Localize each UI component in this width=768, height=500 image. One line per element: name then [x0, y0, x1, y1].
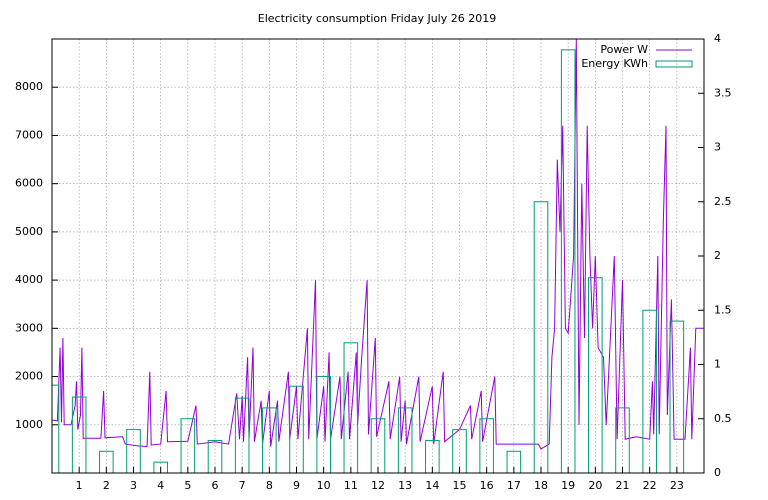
energy-bar	[425, 439, 440, 473]
x-tick-label: 9	[293, 479, 300, 492]
x-tick-label: 8	[266, 479, 273, 492]
y2-tick-label: 0.5	[714, 412, 732, 425]
y-tick-label: 6000	[15, 177, 43, 190]
x-tick-label: 19	[561, 479, 575, 492]
energy-bar	[289, 385, 304, 473]
legend-label: Energy KWh	[581, 57, 648, 70]
x-tick-label: 1	[76, 479, 83, 492]
x-tick-label: 2	[103, 479, 110, 492]
x-tick-label: 17	[507, 479, 521, 492]
x-tick-label: 7	[239, 479, 246, 492]
energy-bar	[180, 418, 196, 473]
energy-bar	[207, 439, 223, 473]
x-tick-label: 11	[344, 479, 358, 492]
x-tick-label: 6	[212, 479, 219, 492]
power-line	[52, 39, 704, 450]
y-tick-label: 7000	[15, 128, 43, 141]
x-tick-label: 13	[398, 479, 412, 492]
x-tick-label: 15	[453, 479, 467, 492]
x-tick-label: 21	[616, 479, 630, 492]
y2-tick-label: 0	[714, 466, 721, 479]
x-tick-label: 12	[371, 479, 385, 492]
x-tick-label: 22	[643, 479, 657, 492]
energy-bar	[533, 201, 549, 473]
energy-bar	[126, 429, 141, 473]
y2-tick-label: 2.5	[714, 195, 732, 208]
y-tick-label: 3000	[15, 321, 43, 334]
x-tick-label: 10	[317, 479, 331, 492]
y-tick-label: 8000	[15, 80, 43, 93]
y-tick-label: 4000	[15, 273, 43, 286]
energy-bar	[316, 375, 331, 473]
plot-frame	[51, 38, 705, 474]
y-tick-label: 2000	[15, 370, 43, 383]
y-tick-label: 1000	[15, 418, 43, 431]
x-tick-label: 20	[588, 479, 602, 492]
y2-tick-label: 1.5	[714, 303, 732, 316]
x-tick-label: 18	[534, 479, 548, 492]
x-tick-label: 14	[425, 479, 439, 492]
y2-tick-label: 3.5	[714, 86, 732, 99]
energy-bar	[642, 309, 657, 473]
energy-bar	[588, 277, 603, 473]
y2-tick-label: 3	[714, 141, 721, 154]
energy-bar	[479, 418, 494, 473]
x-tick-label: 16	[480, 479, 494, 492]
y2-tick-label: 1	[714, 358, 721, 371]
y2-tick-label: 2	[714, 249, 721, 262]
legend-label: Power W	[600, 43, 648, 56]
x-tick-label: 5	[184, 479, 191, 492]
x-tick-label: 23	[670, 479, 684, 492]
chart-title: Electricity consumption Friday July 26 2…	[258, 12, 496, 25]
y-tick-label: 5000	[15, 225, 43, 238]
energy-bar	[370, 418, 386, 473]
energy-bar	[234, 397, 250, 473]
energy-bar	[669, 320, 685, 473]
legend-swatch	[655, 60, 693, 68]
y2-tick-label: 4	[714, 32, 721, 45]
energy-bar	[452, 429, 467, 473]
x-tick-label: 4	[157, 479, 164, 492]
x-tick-label: 3	[130, 479, 137, 492]
